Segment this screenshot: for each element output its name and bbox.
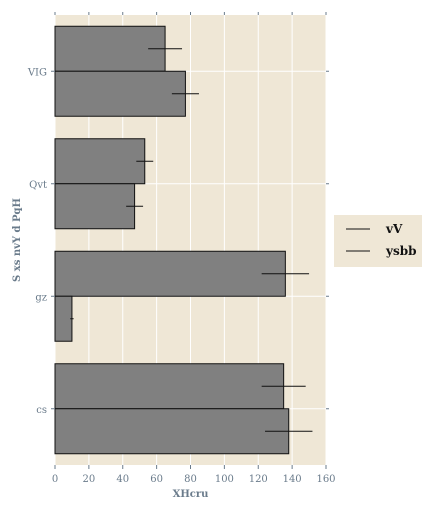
bar (54, 250, 286, 297)
x-tick-label: 120 (249, 474, 268, 485)
legend: vV ysbb (334, 215, 422, 267)
x-tick-label: 0 (52, 474, 58, 485)
bar (54, 295, 73, 342)
x-tick-label: 80 (184, 474, 197, 485)
bar (54, 363, 285, 410)
y-tick-label: VIG (27, 67, 47, 78)
y-tick-label: cs (36, 405, 47, 416)
x-tick-label: 160 (316, 474, 335, 485)
bar (54, 183, 136, 230)
bar (54, 138, 146, 185)
x-tick-label: 20 (83, 474, 96, 485)
legend-box (334, 215, 422, 267)
bars (54, 25, 290, 455)
x-ticks: 0 20 40 60 80 100 120 140 160 (52, 12, 336, 485)
error-bars (70, 48, 313, 432)
legend-label-vv: vV (385, 222, 403, 236)
y-tick-label: gz (35, 292, 47, 303)
x-tick-label: 140 (283, 474, 302, 485)
x-tick-label: 60 (150, 474, 163, 485)
y-axis-label: S xs nvY d PqH (12, 198, 23, 282)
y-ticks: VIG Qvt gz cs (27, 67, 329, 416)
bar (54, 70, 186, 117)
x-tick-label: 40 (116, 474, 129, 485)
x-tick-label: 100 (215, 474, 234, 485)
y-tick-label: Qvt (29, 180, 47, 191)
bar (54, 408, 290, 455)
legend-label-ysbb: ysbb (385, 244, 417, 258)
x-axis-label: XHcru (173, 489, 209, 500)
